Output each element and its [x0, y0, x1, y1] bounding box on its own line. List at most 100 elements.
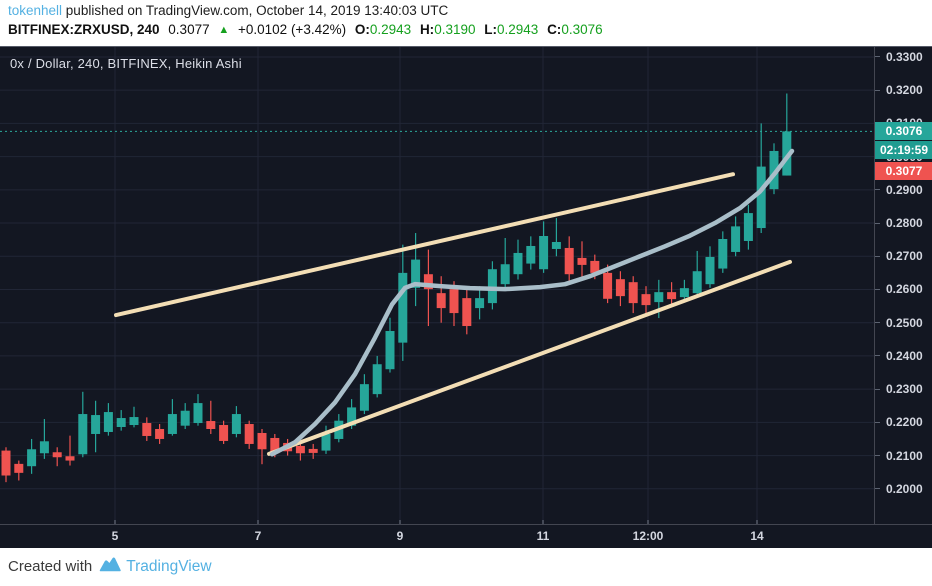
price-tick: [875, 421, 880, 423]
price-scale-label: 0.3200: [886, 83, 923, 98]
time-scale-label: 5: [111, 529, 119, 543]
candle-body: [321, 433, 331, 451]
tradingview-logo-icon: [99, 557, 121, 576]
price-tick: [875, 322, 880, 324]
candle-body: [180, 410, 190, 426]
high-label: H:: [419, 22, 435, 37]
price-tick: [875, 455, 880, 457]
candle-body: [487, 269, 497, 304]
candle-body: [551, 241, 561, 249]
price-scale-label: 0.2700: [886, 249, 923, 264]
snapshot-header: tokenhell published on TradingView.com, …: [0, 0, 932, 46]
price-scale-label: 0.2000: [886, 481, 923, 496]
candle-body: [743, 213, 753, 241]
candle-body: [270, 437, 280, 454]
candle-body: [52, 452, 62, 458]
candle-body: [244, 424, 254, 444]
open-label: O:: [354, 22, 370, 37]
candle-body: [193, 403, 203, 424]
candle-body: [526, 245, 536, 264]
time-scale[interactable]: 5 7 9 11 12:00 14: [0, 524, 932, 548]
candle-body: [295, 445, 305, 454]
price-chart-pane[interactable]: [0, 47, 874, 525]
candle-body: [590, 260, 600, 273]
candle-body: [539, 236, 549, 270]
author-link[interactable]: tokenhell: [8, 3, 63, 18]
symbol-ohlc-line: BITFINEX:ZRXUSD, 240 0.3077 ▲ +0.0102 (+…: [8, 22, 603, 37]
time-scale-label: 12:00: [632, 529, 664, 543]
candle-body: [116, 418, 126, 428]
time-scale-label: 11: [536, 529, 550, 543]
low-label: L:: [484, 22, 497, 37]
candle-body: [385, 331, 395, 370]
snapshot-footer: Created with TradingView: [0, 548, 932, 586]
candle-body: [667, 292, 677, 300]
candle-body: [257, 432, 267, 450]
low-value: 0.2943: [497, 22, 539, 37]
price-tick: [875, 388, 880, 390]
candle-body: [14, 463, 24, 473]
candle-body: [39, 441, 49, 454]
symbol-name: BITFINEX:ZRXUSD, 240: [8, 22, 160, 37]
chart-legend-title: 0x / Dollar, 240, BITFINEX, Heikin Ashi: [10, 56, 242, 71]
candle-body: [628, 282, 638, 304]
time-scale-label: 9: [396, 529, 404, 543]
candle-body: [513, 252, 523, 275]
candle-body: [500, 264, 510, 285]
moving-average-line: [269, 148, 795, 457]
candle-body: [718, 238, 728, 269]
price-tick: [875, 222, 880, 224]
candle-body: [78, 414, 88, 455]
candle-body: [219, 425, 229, 441]
byline: tokenhell published on TradingView.com, …: [8, 3, 448, 18]
close-value: 0.3076: [561, 22, 603, 37]
alt-price-badge: 0.3077: [875, 162, 932, 181]
price-tick: [875, 189, 880, 191]
tradingview-brand-link[interactable]: TradingView: [126, 557, 212, 575]
candle-body: [308, 448, 318, 453]
candle-body: [129, 417, 139, 426]
price-change: +0.0102 (+3.42%): [238, 22, 347, 37]
candle-body: [679, 288, 689, 298]
created-with-text: Created with: [8, 558, 93, 575]
candle-body: [577, 257, 587, 265]
price-tick: [875, 355, 880, 357]
candle-body: [705, 256, 715, 285]
price-scale-label: 0.2100: [886, 448, 923, 463]
candle-body: [167, 414, 177, 434]
price-scale-label: 0.3300: [886, 49, 923, 64]
time-scale-label: 14: [750, 529, 764, 543]
candle-body: [155, 429, 165, 439]
candle-body: [641, 294, 651, 306]
candle-body: [103, 412, 113, 432]
price-scale[interactable]: 0.33000.32000.31000.30000.29000.28000.27…: [874, 47, 932, 525]
price-scale-label: 0.2800: [886, 216, 923, 231]
candle-body: [398, 272, 408, 343]
candle-body: [65, 456, 75, 461]
price-tick: [875, 288, 880, 290]
price-tick: [875, 488, 880, 490]
candle-body: [731, 226, 741, 252]
candle-body: [206, 421, 216, 430]
price-scale-label: 0.2400: [886, 348, 923, 363]
candle-body: [1, 450, 11, 476]
candle-body: [692, 271, 702, 294]
candle-body: [91, 415, 101, 434]
trendline: [114, 172, 735, 318]
price-scale-label: 0.2900: [886, 182, 923, 197]
candle-body: [359, 384, 369, 411]
bar-countdown-badge: 02:19:59: [875, 141, 932, 160]
arrow-up-icon: ▲: [218, 24, 230, 36]
high-value: 0.3190: [434, 22, 476, 37]
price-scale-label: 0.2500: [886, 315, 923, 330]
candle-body: [411, 259, 421, 288]
open-value: 0.2943: [369, 22, 412, 37]
last-price: 0.3077: [168, 22, 210, 37]
candle-body: [615, 279, 625, 297]
candle-body: [475, 298, 485, 309]
candle-body: [372, 364, 382, 395]
last-price-badge: 0.3076: [875, 122, 932, 141]
trendline: [267, 259, 792, 456]
byline-text: published on TradingView.com, October 14…: [62, 3, 449, 18]
candle-body: [423, 274, 433, 290]
